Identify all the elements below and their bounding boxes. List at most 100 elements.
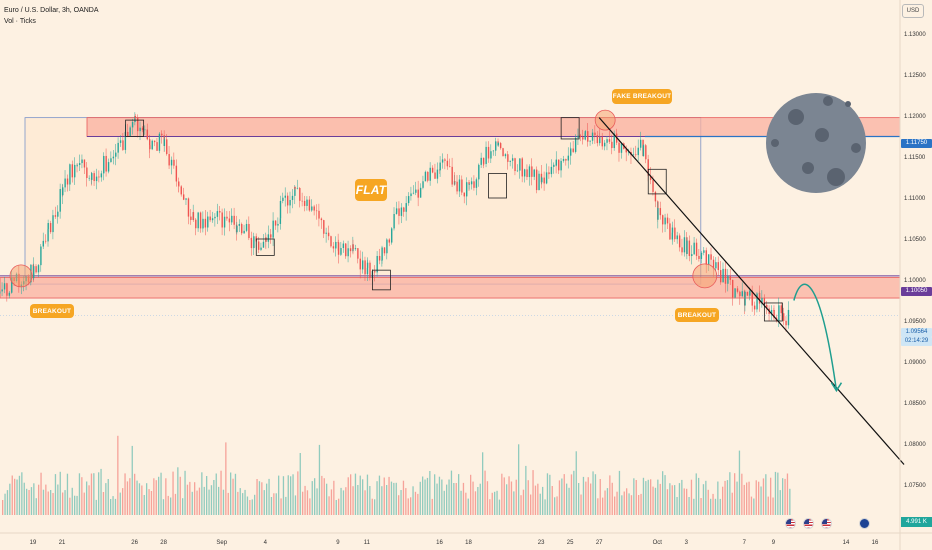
volume-bar — [498, 499, 501, 515]
volume-bar — [254, 494, 256, 515]
volume-bar — [362, 479, 364, 515]
candle-body — [214, 216, 216, 219]
moon-crater — [802, 162, 814, 174]
candle-body — [52, 215, 54, 233]
candle-body — [492, 150, 495, 152]
volume-bar — [213, 480, 215, 515]
volume-bar — [366, 474, 369, 515]
candle-body — [219, 211, 221, 213]
candle-body — [446, 160, 449, 167]
eu-flag-icon[interactable] — [859, 518, 870, 529]
volume-bar — [282, 476, 285, 515]
candle-body — [335, 241, 337, 249]
candle-body — [100, 173, 103, 178]
candle-body — [332, 246, 335, 249]
candle-body — [187, 198, 190, 217]
candle-body — [175, 165, 178, 182]
candle-body — [62, 187, 64, 196]
volume-bar — [148, 489, 150, 515]
volume-bar — [162, 499, 165, 515]
volume-bar — [438, 476, 441, 515]
candle-body — [548, 172, 550, 175]
candle-body — [81, 159, 83, 164]
us-flag-icon[interactable] — [821, 518, 832, 529]
candle-body — [523, 169, 526, 177]
volume-bar — [347, 477, 349, 515]
candle-body — [107, 162, 110, 172]
volume-bar — [602, 497, 604, 515]
candle-body — [729, 276, 731, 280]
candle-body — [550, 166, 553, 175]
candle-body — [454, 181, 456, 182]
volume-bar — [513, 491, 515, 515]
candle-body — [265, 237, 267, 242]
volume-bar — [93, 473, 95, 515]
candle-body — [197, 212, 199, 229]
candle-body — [383, 247, 386, 254]
candle-body — [545, 172, 548, 184]
candle-body — [558, 159, 560, 171]
volume-bar — [119, 492, 121, 515]
candle-body — [241, 224, 243, 234]
candle-body — [444, 159, 446, 161]
candle-body — [163, 139, 166, 146]
y-tick-label: 1.12000 — [904, 114, 926, 120]
volume-bar — [638, 495, 640, 515]
volume-bar — [323, 478, 325, 515]
y-tick-label: 1.13000 — [904, 32, 926, 38]
volume-bar — [746, 482, 748, 515]
candle-body — [366, 262, 369, 268]
candle-body — [262, 241, 265, 248]
volume-bar — [738, 450, 741, 515]
volume-bar — [450, 470, 453, 515]
candle-body — [705, 250, 707, 265]
candle-body — [153, 140, 156, 143]
candle-body — [691, 254, 693, 257]
volume-bar — [640, 493, 642, 515]
volume-bar — [484, 470, 486, 515]
candle-body — [47, 223, 49, 230]
candle-body — [516, 170, 519, 172]
volume-bar — [647, 479, 649, 515]
candle-body — [468, 182, 470, 185]
candle-body — [608, 139, 611, 142]
x-tick-label: Sep — [216, 540, 227, 546]
candle-body — [69, 164, 71, 185]
candle-body — [3, 283, 6, 290]
level-price-tag-1175: 1.11750 — [901, 139, 932, 148]
volume-bar — [611, 482, 613, 515]
volume-bar — [390, 481, 393, 515]
candle-body — [734, 288, 736, 298]
us-flag-icon[interactable] — [803, 518, 814, 529]
us-flag-icon[interactable] — [785, 518, 796, 529]
volume-bar — [758, 481, 760, 515]
candle-body — [320, 218, 323, 221]
volume-bar — [542, 486, 544, 515]
x-tick-label: 9 — [772, 540, 776, 546]
volume-bar — [98, 472, 100, 515]
x-tick-label: 23 — [538, 540, 545, 546]
volume-bar — [59, 471, 61, 515]
volume-bar — [563, 474, 565, 515]
candle-body — [407, 196, 410, 204]
volume-bar — [544, 499, 546, 515]
currency-button[interactable]: USD — [902, 4, 924, 18]
candle-body — [86, 167, 88, 178]
candle-body — [664, 217, 666, 225]
current-price-tag: 1.09564 — [901, 328, 932, 337]
volume-bar — [710, 498, 712, 515]
volume-bar — [592, 471, 594, 515]
candle-body — [286, 195, 289, 206]
volume-bar — [441, 479, 443, 515]
candle-body — [337, 242, 340, 255]
candle-body — [478, 164, 480, 180]
volume-bar — [669, 483, 671, 515]
candle-body — [683, 237, 686, 253]
candle-body — [710, 254, 712, 260]
candle-body — [296, 187, 299, 189]
volume-bar — [378, 475, 381, 515]
volume-bar — [662, 471, 664, 515]
volume-bar — [131, 445, 133, 515]
volume-bar — [62, 492, 64, 515]
